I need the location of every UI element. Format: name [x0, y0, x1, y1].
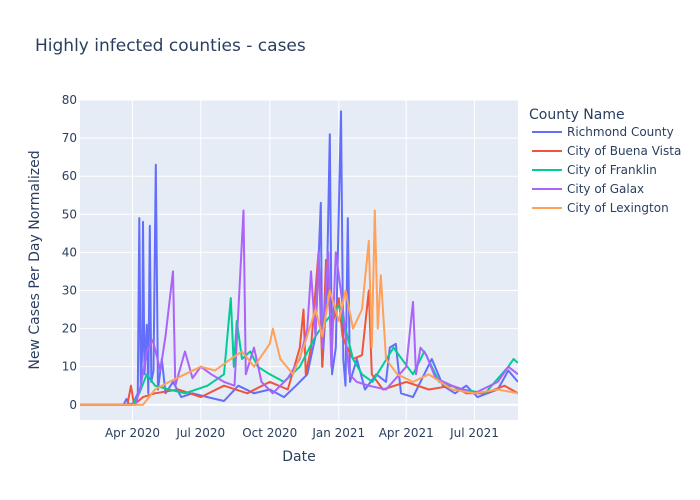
x-axis-title: Date [282, 449, 315, 465]
y-tick-label: 0 [69, 398, 77, 412]
series-line-richmond-county [80, 110, 518, 406]
legend-label: City of Franklin [567, 163, 657, 177]
y-tick-label: 40 [62, 245, 77, 259]
legend-label: City of Buena Vista [567, 144, 681, 158]
x-axis-ticks: Apr 2020 Jul 2020 Oct 2020 Jan 2021 Apr 2021… [105, 426, 499, 440]
y-tick-label: 50 [62, 207, 77, 221]
legend-item-city-of-galax[interactable]: City of Galax [532, 182, 644, 196]
chart-title: Highly infected counties - cases [35, 36, 306, 56]
y-tick-label: 10 [62, 360, 77, 374]
y-axis-ticks: 0 10 20 30 40 50 60 70 80 [62, 93, 77, 412]
plot-area [80, 100, 518, 420]
legend-label: Richmond County [567, 125, 674, 139]
x-tick-label: Jul 2020 [175, 426, 225, 440]
x-tick-label: Jan 2021 [311, 426, 365, 440]
series-lines [80, 110, 518, 406]
y-tick-label: 60 [62, 169, 77, 183]
legend-title: County Name [529, 107, 625, 123]
y-tick-label: 70 [62, 131, 77, 145]
x-tick-label: Jul 2021 [449, 426, 499, 440]
legend-label: City of Galax [567, 182, 644, 196]
x-tick-label: Apr 2020 [105, 426, 160, 440]
legend-item-city-of-buena-vista[interactable]: City of Buena Vista [532, 144, 681, 158]
series-line-city-of-lexington [80, 209, 518, 406]
legend-item-richmond-county[interactable]: Richmond County [532, 125, 674, 139]
x-tick-label: Apr 2021 [379, 426, 434, 440]
y-axis-title: New Cases Per Day Normalized [27, 150, 43, 369]
y-tick-label: 20 [62, 322, 77, 336]
legend[interactable]: County Name Richmond County City of Buena… [529, 107, 681, 215]
legend-item-city-of-franklin[interactable]: City of Franklin [532, 163, 657, 177]
x-tick-label: Oct 2020 [242, 426, 297, 440]
legend-label: City of Lexington [567, 201, 669, 215]
y-tick-label: 30 [62, 283, 77, 297]
legend-item-city-of-lexington[interactable]: City of Lexington [532, 201, 669, 215]
series-line-city-of-galax [80, 209, 518, 406]
y-tick-label: 80 [62, 93, 77, 107]
